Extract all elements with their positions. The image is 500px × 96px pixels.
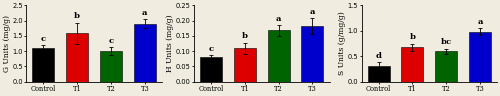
Y-axis label: H Units (mg/g): H Units (mg/g): [166, 15, 174, 72]
Text: c: c: [41, 35, 46, 43]
Text: c: c: [108, 37, 114, 45]
Bar: [200, 57, 222, 82]
Text: d: d: [376, 52, 382, 60]
Text: a: a: [276, 15, 281, 23]
Text: a: a: [142, 9, 148, 17]
Bar: [402, 47, 423, 82]
Bar: [368, 66, 390, 82]
Bar: [66, 33, 88, 82]
Text: c: c: [208, 45, 214, 53]
Bar: [302, 26, 324, 82]
Bar: [469, 32, 491, 82]
Bar: [134, 24, 156, 82]
Y-axis label: S Units (g/mg/g): S Units (g/mg/g): [338, 12, 346, 75]
Bar: [32, 48, 54, 82]
Text: b: b: [242, 32, 248, 40]
Text: bc: bc: [440, 38, 452, 46]
Text: a: a: [310, 8, 315, 16]
Y-axis label: G Units (mg/g): G Units (mg/g): [3, 15, 11, 72]
Text: b: b: [74, 12, 80, 20]
Bar: [100, 51, 122, 82]
Bar: [268, 30, 289, 82]
Bar: [234, 48, 256, 82]
Text: a: a: [478, 18, 483, 26]
Text: b: b: [410, 33, 416, 41]
Bar: [436, 51, 458, 82]
